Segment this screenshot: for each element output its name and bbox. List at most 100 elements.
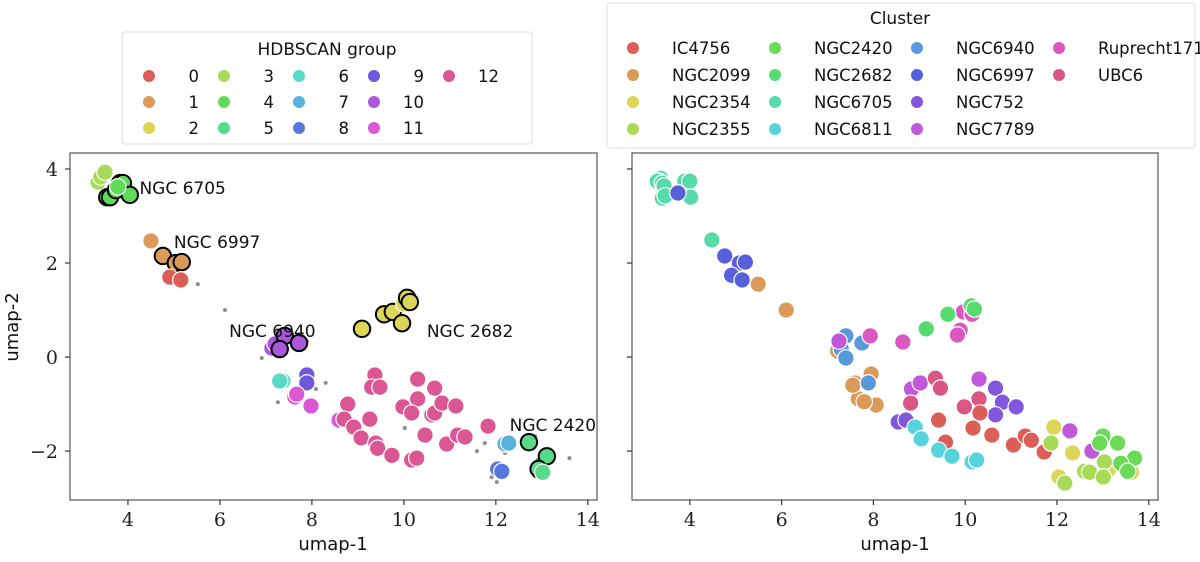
data-point [964, 419, 982, 437]
data-point [338, 395, 357, 413]
data-point [1022, 431, 1041, 450]
data-point [479, 417, 497, 435]
data-point [456, 428, 474, 446]
legend-cluster: Cluster IC4756 NGC2099 NGC2354 NGC2355 NGC24… [606, 2, 1200, 149]
legend-marker [368, 96, 380, 108]
legend-label: 10 [403, 93, 424, 112]
legend-marker [911, 42, 923, 54]
data-point [703, 231, 721, 249]
legend-label: NGC2355 [672, 120, 751, 139]
legend-marker [627, 123, 639, 135]
noise-point [323, 380, 328, 385]
data-point [533, 463, 552, 482]
noise-point [402, 426, 407, 431]
data-point-highlighted [172, 252, 191, 272]
legend-label: NGC2354 [672, 93, 751, 112]
data-point [368, 439, 387, 458]
data-point [917, 320, 936, 338]
legend-marker [1053, 42, 1065, 54]
legend-label: 4 [264, 93, 275, 112]
data-point [965, 300, 984, 318]
data-point [943, 447, 961, 466]
data-point [938, 305, 957, 324]
legend-label: 2 [189, 119, 200, 138]
legend-marker [769, 69, 781, 81]
x-axis-label-left: umap-1 [298, 534, 367, 555]
legend-label: NGC6997 [956, 66, 1035, 85]
data-point [669, 184, 687, 202]
data-point [109, 178, 127, 196]
legend-marker [218, 70, 230, 82]
noise-point [195, 282, 200, 287]
noise-point [474, 449, 479, 454]
data-point [715, 247, 734, 265]
legend-marker [1053, 69, 1065, 81]
legend-marker [627, 42, 639, 54]
data-point [1056, 474, 1074, 492]
data-point-highlighted [270, 339, 289, 359]
data-point [931, 379, 950, 397]
legend-marker [627, 69, 639, 81]
data-point [172, 271, 190, 289]
x-tick-label: 6 [776, 509, 788, 531]
legend-label: NGC2682 [814, 66, 893, 85]
data-point [837, 349, 855, 367]
data-point [499, 434, 518, 452]
data-point [1061, 422, 1079, 440]
data-point [830, 332, 848, 350]
x-tick-label: 4 [684, 509, 696, 531]
axes-right-frame [631, 152, 1159, 501]
legend-label: 0 [189, 67, 200, 86]
noise-point [222, 308, 227, 313]
data-point [142, 232, 160, 250]
legend-marker [627, 96, 639, 108]
data-point [986, 406, 1005, 424]
legend-label: NGC6811 [814, 120, 893, 139]
noise-point [494, 480, 499, 485]
data-point [948, 326, 967, 344]
cluster-annotation: NGC 2682 [427, 322, 513, 342]
legend-label: UBC6 [1098, 66, 1143, 85]
legend-marker [293, 70, 305, 82]
data-point [96, 163, 114, 182]
legend-marker [218, 96, 230, 108]
data-point [894, 333, 912, 351]
x-tick-label: 10 [392, 509, 416, 531]
data-point [733, 271, 751, 289]
data-point [967, 451, 986, 469]
data-point-highlighted [392, 314, 412, 333]
legend-label: NGC6940 [956, 39, 1035, 58]
x-tick-label: 12 [1045, 509, 1069, 531]
legend-marker [911, 96, 923, 108]
legend-marker [911, 69, 923, 81]
data-point-highlighted [400, 292, 420, 312]
x-tick-label: 4 [122, 509, 134, 531]
legend-label: NGC7789 [956, 120, 1035, 139]
data-point [407, 449, 426, 467]
legend-marker [143, 70, 155, 82]
data-point [983, 426, 1001, 444]
legend-label: NGC752 [956, 93, 1024, 112]
legend-marker [769, 123, 781, 135]
data-point-highlighted [289, 333, 309, 353]
y-tick-label: 2 [46, 253, 58, 275]
y-axis-label-left: umap-2 [2, 292, 23, 361]
data-point [1118, 462, 1137, 481]
data-point [1108, 434, 1127, 452]
x-tick-label: 14 [1137, 509, 1161, 531]
x-tick-label: 12 [484, 509, 508, 531]
y-tick-label: −2 [30, 441, 58, 463]
data-point [777, 301, 796, 319]
data-point [383, 446, 401, 465]
legend-label: NGC2099 [672, 66, 751, 85]
legend-label: 1 [189, 93, 200, 112]
data-point [911, 374, 930, 392]
data-point [1042, 434, 1060, 452]
legend-marker [911, 123, 923, 135]
data-point [1004, 436, 1023, 454]
legend-label: 5 [264, 119, 275, 138]
data-point [855, 392, 874, 411]
data-point [955, 398, 974, 416]
cluster-annotation: NGC 6705 [139, 179, 225, 199]
